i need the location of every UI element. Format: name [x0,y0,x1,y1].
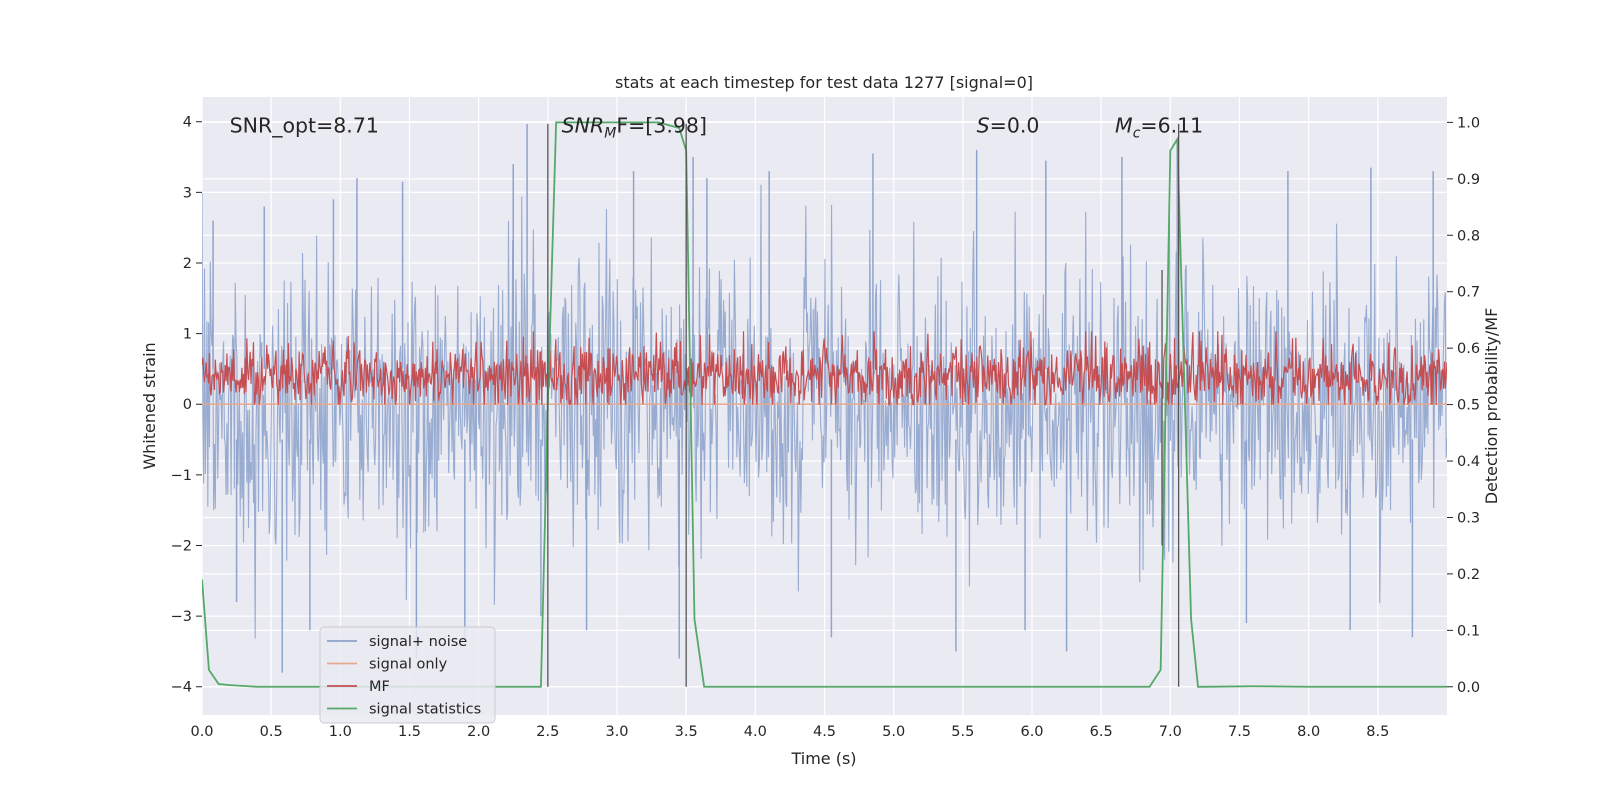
y-tick-label-3: 1 [183,327,192,343]
x-tick-label-2: 1.0 [329,724,352,740]
x-tick-label-6: 3.0 [605,724,628,740]
y-right-axis-ticks: 1.0 0.9 0.8 0.7 0.6 0.5 0.4 0.3 0.2 0.1 0.0 [1447,115,1480,696]
x-tick-label-0: 0.0 [190,724,213,740]
y-tick-label-2: 2 [183,256,192,272]
y-right-tick-label-5: 0.5 [1457,398,1480,414]
annotation-snr-mf: SNRMF=[3.98] [562,113,707,141]
legend-label-1: signal only [369,657,448,673]
x-tick-label-13: 6.5 [1090,724,1113,740]
series-signal-noise [202,123,1447,673]
x-axis-ticks: 0.0 0.5 1.0 1.5 2.0 2.5 3.0 3.5 4.0 4.5 5.0 5.5 6.0 6… [190,724,1389,740]
legend-label-2: MF [369,679,390,695]
annotation-mc-value: Mc=6.11 [1115,113,1203,141]
x-tick-label-5: 2.5 [536,724,559,740]
y-right-tick-label-3: 0.7 [1457,285,1480,301]
x-tick-label-17: 8.5 [1366,724,1389,740]
x-tick-label-1: 0.5 [260,724,283,740]
x-tick-label-11: 5.5 [951,724,974,740]
y-right-tick-label-8: 0.2 [1457,567,1480,583]
x-tick-label-16: 8.0 [1297,724,1320,740]
y-right-tick-label-10: 0.0 [1457,680,1480,696]
y-right-tick-label-2: 0.8 [1457,228,1480,244]
y-tick-label-7: −3 [171,609,192,625]
y-right-tick-label-9: 0.1 [1457,623,1480,639]
y-tick-label-0: 4 [183,115,192,131]
y-tick-label-6: −2 [171,538,192,554]
y-tick-label-4: 0 [183,397,192,413]
legend-label-0: signal+ noise [369,634,467,650]
y-right-tick-label-0: 1.0 [1457,115,1480,131]
y-right-axis-label: Detection probability/MF [1482,308,1501,505]
y-right-tick-label-7: 0.3 [1457,510,1480,526]
y-axis-label: Whitened strain [140,342,159,469]
annotation-s-value: S=0.0 [977,113,1040,137]
series-mf [202,331,1447,406]
x-tick-label-3: 1.5 [398,724,421,740]
x-tick-label-9: 4.5 [813,724,836,740]
markers-layer [547,123,1180,687]
legend-label-3: signal statistics [369,702,481,718]
y-tick-label-5: −1 [171,468,192,484]
x-tick-label-15: 7.5 [1228,724,1251,740]
y-tick-label-8: −4 [171,680,192,696]
legend-box [319,626,496,724]
x-tick-label-10: 5.0 [882,724,905,740]
x-axis-label: Time (s) [790,749,856,768]
legend: signal+ noise signal only MF signal statist… [319,626,496,724]
x-tick-label-8: 4.0 [744,724,767,740]
x-tick-label-12: 6.0 [1020,724,1043,740]
x-tick-label-7: 3.5 [675,724,698,740]
y-tick-label-1: 3 [183,185,192,201]
y-right-tick-label-6: 0.4 [1457,454,1480,470]
series-signal-noise-line [202,184,1447,639]
x-tick-label-4: 2.0 [467,724,490,740]
chart-title: stats at each timestep for test data 127… [615,73,1033,92]
y-axis-ticks: 4 3 2 1 0 −1 −2 −3 −4 [171,115,202,696]
y-right-tick-label-1: 0.9 [1457,172,1480,188]
annotation-snr-opt: SNR_opt=8.71 [230,113,379,138]
y-right-tick-label-4: 0.6 [1457,341,1480,357]
x-tick-label-14: 7.0 [1159,724,1182,740]
annotations: SNR_opt=8.71 SNRMF=[3.98] S=0.0 Mc=6.11 [230,113,1204,141]
